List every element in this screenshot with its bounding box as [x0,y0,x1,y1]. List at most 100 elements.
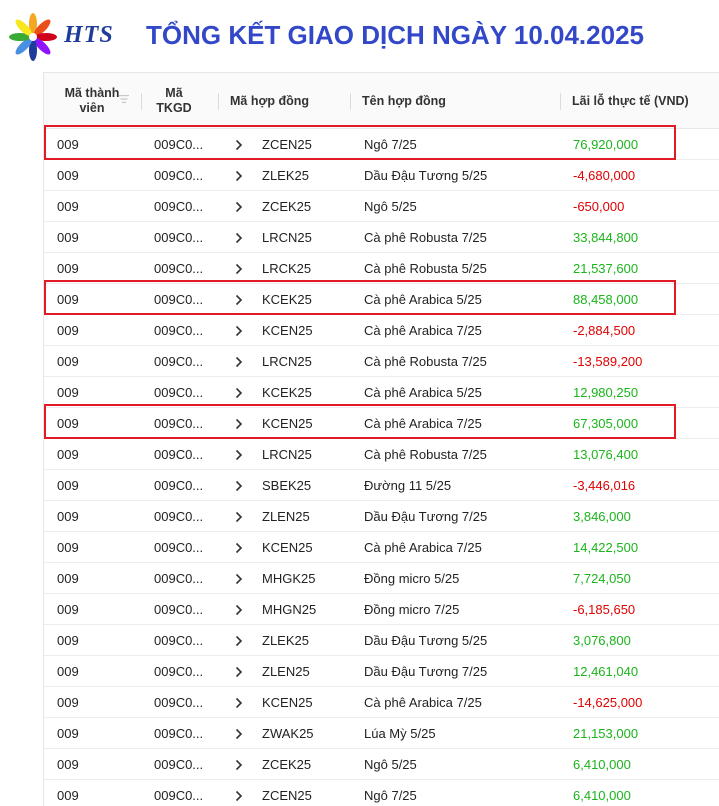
table-row[interactable]: 009 009C0... KCEN25 Cà phê Arabica 7/25 -2,8… [44,315,719,346]
table-row[interactable]: 009 009C0... SBEK25 Đường 11 5/25 -3,446,016 [44,470,719,501]
table-row[interactable]: 009 009C0... LRCN25 Cà phê Robusta 7/25 13,0… [44,439,719,470]
contract-code-cell: LRCN25 [262,354,312,369]
expand-row-button[interactable] [232,129,246,160]
contract-code-cell: ZWAK25 [262,726,314,741]
contract-code-cell: ZCEK25 [262,757,312,772]
table-row[interactable]: 009 009C0... MHGN25 Đồng micro 7/25 -6,185,6… [44,594,719,625]
table-row[interactable]: 009 009C0... KCEK25 Cà phê Arabica 5/25 12,9… [44,377,719,408]
pnl-cell: 6,410,000 [573,788,631,803]
table-row[interactable]: 009 009C0... ZLEK25 Dầu Đậu Tương 5/25 3,076… [44,625,719,656]
contract-name-cell: Cà phê Arabica 7/25 [364,323,482,338]
member-code-cell: 009 [57,726,79,741]
chevron-right-icon [235,294,243,305]
expand-row-button[interactable] [232,222,246,253]
expand-row-button[interactable] [232,563,246,594]
column-header-pnl[interactable]: Lãi lỗ thực tế (VND) [572,93,689,108]
expand-row-button[interactable] [232,749,246,780]
table-row[interactable]: 009 009C0... ZCEN25 Ngô 7/25 6,410,000 [44,780,719,806]
contract-name-cell: Đồng micro 7/25 [364,602,460,617]
chevron-right-icon [235,542,243,553]
pnl-cell: -2,884,500 [573,323,636,338]
expand-row-button[interactable] [232,346,246,377]
expand-row-button[interactable] [232,532,246,563]
expand-row-button[interactable] [232,315,246,346]
account-code-cell: 009C0... [154,447,204,462]
table-row[interactable]: 009 009C0... KCEN25 Cà phê Arabica 7/25 -14,… [44,687,719,718]
pnl-cell: 76,920,000 [573,137,639,152]
filter-icon[interactable] [118,93,130,105]
table-row[interactable]: 009 009C0... ZLEK25 Dầu Đậu Tương 5/25 -4,68… [44,160,719,191]
column-separator[interactable] [560,93,561,110]
expand-row-button[interactable] [232,780,246,806]
column-header-member[interactable]: Mã thành viên [44,73,140,129]
pnl-cell: 21,537,600 [573,261,639,276]
column-separator[interactable] [350,93,351,110]
table-row[interactable]: 009 009C0... ZCEN25 Ngô 7/25 76,920,000 [44,129,719,160]
table-row[interactable]: 009 009C0... LRCK25 Cà phê Robusta 5/25 21,5… [44,253,719,284]
table-row[interactable]: 009 009C0... LRCN25 Cà phê Robusta 7/25 33,8… [44,222,719,253]
column-header-contract-code[interactable]: Mã hợp đồng [230,93,310,108]
column-header-contract-name[interactable]: Tên hợp đồng [362,93,446,108]
table-row[interactable]: 009 009C0... ZLEN25 Dầu Đậu Tương 7/25 3,846… [44,501,719,532]
table-row[interactable]: 009 009C0... LRCN25 Cà phê Robusta 7/25 -13,… [44,346,719,377]
contract-name-cell: Đường 11 5/25 [364,478,452,493]
account-code-cell: 009C0... [154,757,204,772]
account-code-cell: 009C0... [154,602,204,617]
account-code-cell: 009C0... [154,664,204,679]
expand-row-button[interactable] [232,408,246,439]
expand-row-button[interactable] [232,191,246,222]
table-row[interactable]: 009 009C0... ZLEN25 Dầu Đậu Tương 7/25 12,46… [44,656,719,687]
contract-code-cell: LRCN25 [262,447,312,462]
expand-row-button[interactable] [232,625,246,656]
column-separator[interactable] [141,93,142,110]
expand-row-button[interactable] [232,377,246,408]
expand-row-button[interactable] [232,687,246,718]
contract-name-cell: Cà phê Arabica 7/25 [364,695,482,710]
expand-row-button[interactable] [232,439,246,470]
column-header-member-line1: Mã thành [64,86,120,100]
member-code-cell: 009 [57,323,79,338]
pnl-cell: 6,410,000 [573,757,631,772]
member-code-cell: 009 [57,230,79,245]
expand-row-button[interactable] [232,656,246,687]
column-separator[interactable] [218,93,219,110]
table-row[interactable]: 009 009C0... KCEN25 Cà phê Arabica 7/25 14,4… [44,532,719,563]
member-code-cell: 009 [57,695,79,710]
table-row[interactable]: 009 009C0... KCEK25 Cà phê Arabica 5/25 88,4… [44,284,719,315]
expand-row-button[interactable] [232,501,246,532]
expand-row-button[interactable] [232,284,246,315]
pnl-cell: 3,846,000 [573,509,631,524]
member-code-cell: 009 [57,478,79,493]
account-code-cell: 009C0... [154,726,204,741]
table-row[interactable]: 009 009C0... MHGK25 Đồng micro 5/25 7,724,05… [44,563,719,594]
expand-row-button[interactable] [232,160,246,191]
contract-code-cell: KCEN25 [262,416,313,431]
account-code-cell: 009C0... [154,230,204,245]
expand-row-button[interactable] [232,253,246,284]
chevron-right-icon [235,790,243,801]
account-code-cell: 009C0... [154,292,204,307]
account-code-cell: 009C0... [154,137,204,152]
table-row[interactable]: 009 009C0... ZCEK25 Ngô 5/25 -650,000 [44,191,719,222]
table-row[interactable]: 009 009C0... KCEN25 Cà phê Arabica 7/25 67,3… [44,408,719,439]
contract-name-cell: Lúa Mỳ 5/25 [364,726,436,741]
chevron-right-icon [235,356,243,367]
contract-code-cell: MHGN25 [262,602,317,617]
pnl-cell: -13,589,200 [573,354,643,369]
expand-row-button[interactable] [232,470,246,501]
table-row[interactable]: 009 009C0... ZWAK25 Lúa Mỳ 5/25 21,153,000 [44,718,719,749]
column-header-tkgd[interactable]: Mã TKGD [144,73,204,129]
column-header-tkgd-line2: TKGD [156,101,192,115]
table-row[interactable]: 009 009C0... ZCEK25 Ngô 5/25 6,410,000 [44,749,719,780]
hts-logo-icon [9,13,57,61]
account-code-cell: 009C0... [154,478,204,493]
member-code-cell: 009 [57,788,79,803]
expand-row-button[interactable] [232,594,246,625]
contract-name-cell: Dầu Đậu Tương 5/25 [364,168,488,183]
expand-row-button[interactable] [232,718,246,749]
member-code-cell: 009 [57,199,79,214]
contract-code-cell: KCEN25 [262,695,313,710]
contract-code-cell: KCEN25 [262,540,313,555]
contract-name-cell: Ngô 5/25 [364,199,417,214]
contract-code-cell: KCEK25 [262,385,312,400]
